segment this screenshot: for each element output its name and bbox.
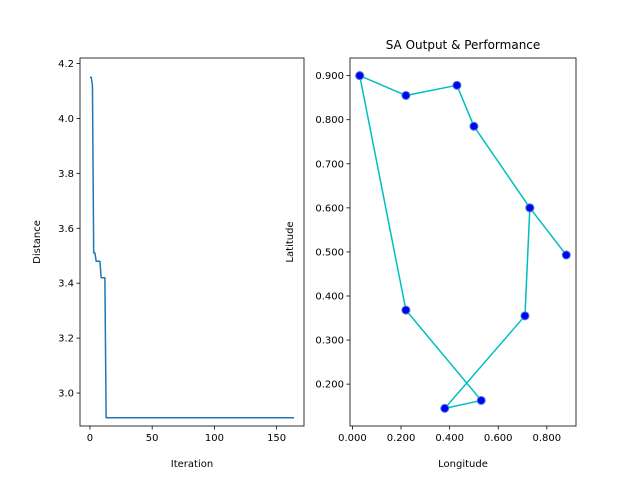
route-point <box>476 395 486 405</box>
distance-x-tick-label: 0 <box>87 433 93 444</box>
route-x-tick-label: 0.800 <box>533 433 562 444</box>
route-point <box>401 305 411 315</box>
route-y-ticks: 0.200 0.300 0.400 0.500 0.600 0.700 0.800 0.900 <box>315 71 350 391</box>
distance-y-tick-label: 3.0 <box>58 389 74 400</box>
route-y-tick-label: 0.700 <box>315 159 344 170</box>
route-y-axis-label: Latitude <box>285 221 296 262</box>
distance-y-ticks: 3.0 3.2 3.4 3.6 3.8 4.0 4.2 <box>58 59 80 400</box>
distance-x-ticks: 0 50 100 150 <box>87 426 286 444</box>
route-x-tick-label: 0.400 <box>435 433 464 444</box>
distance-series-line <box>89 76 295 419</box>
route-chart: SA Output & Performance 0.000 0.200 0.400 0… <box>285 38 577 470</box>
distance-x-tick-label: 150 <box>267 433 286 444</box>
route-x-axis-label: Longitude <box>438 459 488 470</box>
distance-chart: 0 50 100 150 3.0 3.2 3.4 3.6 3.8 4.0 4.2 Iteratio… <box>32 57 305 470</box>
route-point <box>520 311 530 321</box>
route-y-tick-label: 0.800 <box>315 115 344 126</box>
distance-x-tick-label: 100 <box>205 433 224 444</box>
route-x-ticks: 0.000 0.200 0.400 0.600 0.800 <box>338 426 561 444</box>
route-plot-frame <box>349 57 577 427</box>
distance-y-axis-label: Distance <box>32 220 43 264</box>
distance-y-tick-label: 3.4 <box>58 279 74 290</box>
distance-plot-area <box>89 76 295 419</box>
route-y-tick-label: 0.300 <box>315 336 344 347</box>
route-series-line <box>358 74 568 410</box>
route-y-tick-label: 0.400 <box>315 291 344 302</box>
route-point <box>525 203 535 213</box>
route-point <box>561 250 571 260</box>
distance-y-tick-label: 3.8 <box>58 169 74 180</box>
route-y-tick-label: 0.200 <box>315 380 344 391</box>
route-y-tick-label: 0.600 <box>315 203 344 214</box>
distance-x-axis-label: Iteration <box>171 459 213 470</box>
distance-plot-frame <box>79 57 305 427</box>
route-point <box>401 90 411 100</box>
route-x-tick-label: 0.200 <box>387 433 416 444</box>
distance-y-tick-label: 3.6 <box>58 224 74 235</box>
route-plot-area <box>355 71 571 413</box>
route-chart-title: SA Output & Performance <box>386 38 541 52</box>
distance-y-tick-label: 4.0 <box>58 114 74 125</box>
route-y-tick-label: 0.500 <box>315 247 344 258</box>
route-point <box>452 80 462 90</box>
distance-y-tick-label: 3.2 <box>58 334 74 345</box>
route-point <box>469 121 479 131</box>
distance-y-tick-label: 4.2 <box>58 59 74 70</box>
route-y-tick-label: 0.900 <box>315 71 344 82</box>
route-x-tick-label: 0.600 <box>484 433 513 444</box>
route-point <box>440 403 450 413</box>
route-point <box>355 71 365 81</box>
distance-x-tick-label: 50 <box>146 433 159 444</box>
route-x-tick-label: 0.000 <box>338 433 367 444</box>
